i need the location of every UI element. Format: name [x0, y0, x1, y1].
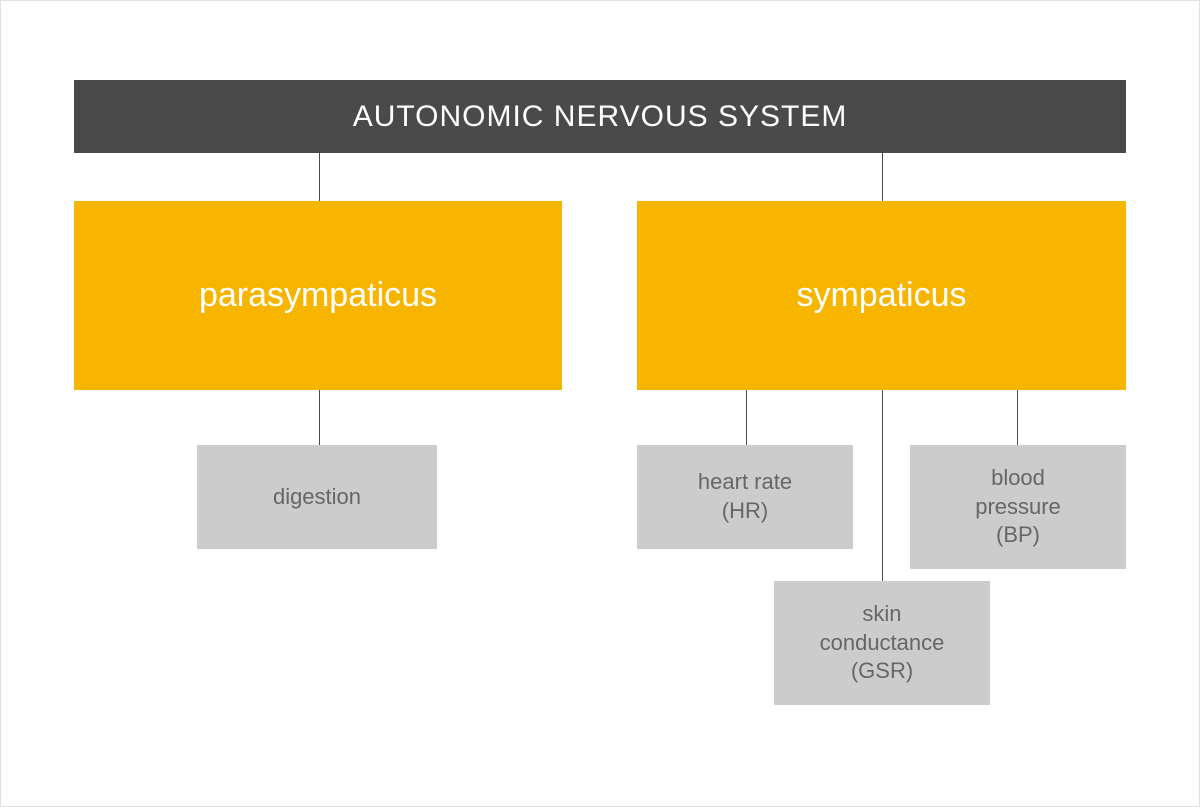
- node-hr-label: heart rate (HR): [698, 468, 792, 525]
- edge-symp-hr: [746, 390, 747, 445]
- node-blood-pressure: blood pressure (BP): [910, 445, 1126, 569]
- node-digestion-label: digestion: [273, 483, 361, 512]
- node-root: AUTONOMIC NERVOUS SYSTEM: [74, 80, 1126, 153]
- diagram-canvas: AUTONOMIC NERVOUS SYSTEM parasympaticus …: [1, 1, 1199, 806]
- node-skin-conductance: skin conductance (GSR): [774, 581, 990, 705]
- node-bp-label: blood pressure (BP): [975, 464, 1061, 550]
- edge-symp-gsr: [882, 390, 883, 581]
- node-root-label: AUTONOMIC NERVOUS SYSTEM: [353, 97, 848, 136]
- node-parasympaticus: parasympaticus: [74, 201, 562, 390]
- node-sympaticus: sympaticus: [637, 201, 1126, 390]
- edge-para-digestion: [319, 390, 320, 445]
- node-gsr-label: skin conductance (GSR): [820, 600, 945, 686]
- node-heart-rate: heart rate (HR): [637, 445, 853, 549]
- node-para-label: parasympaticus: [199, 273, 437, 317]
- node-symp-label: sympaticus: [796, 273, 966, 317]
- edge-root-para: [319, 153, 320, 201]
- edge-symp-bp: [1017, 390, 1018, 445]
- edge-root-symp: [882, 153, 883, 201]
- node-digestion: digestion: [197, 445, 437, 549]
